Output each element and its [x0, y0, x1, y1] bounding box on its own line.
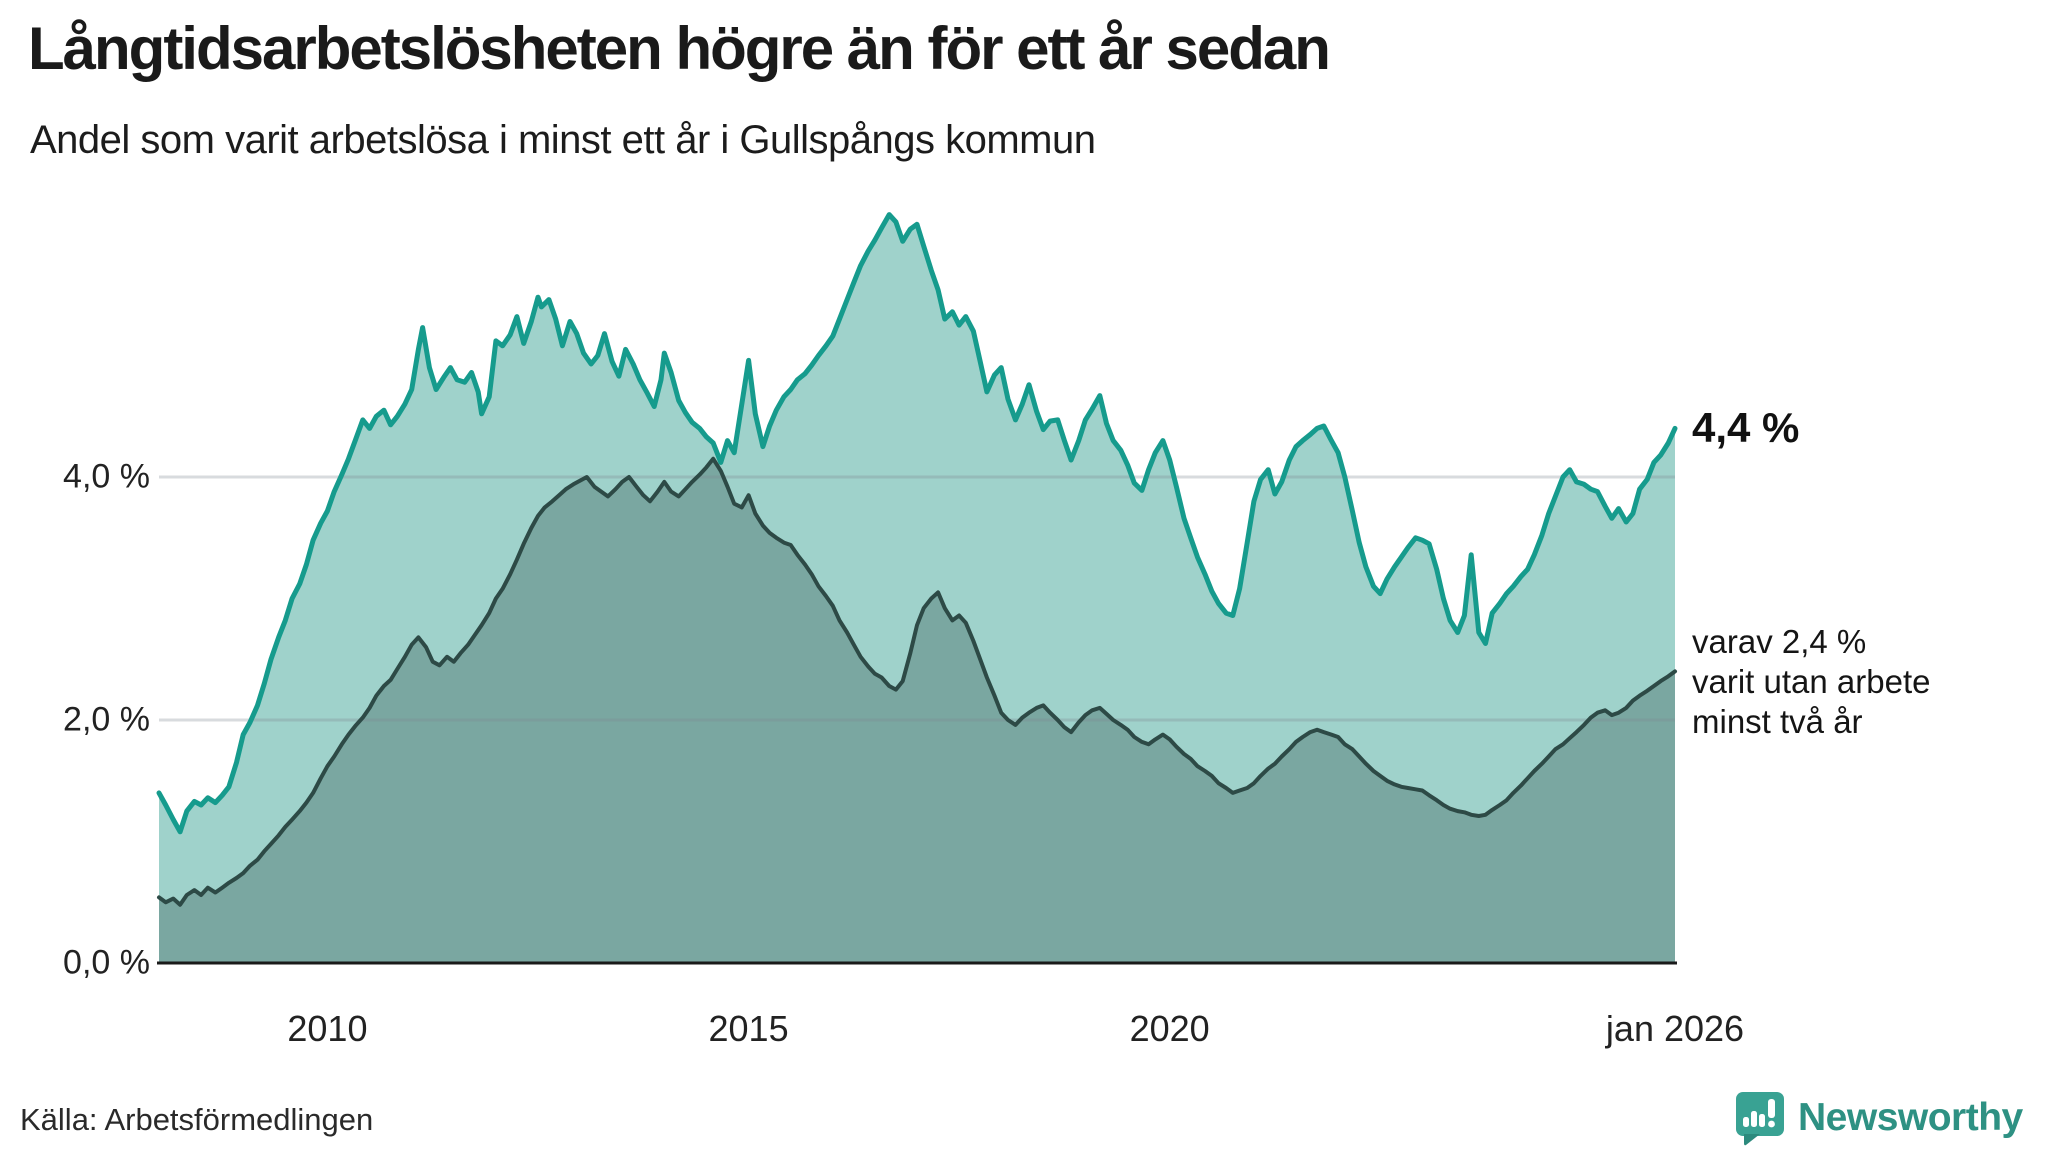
inner-series-annotation: varav 2,4 % varit utan arbete minst två …	[1692, 622, 1930, 742]
page-subtitle: Andel som varit arbetslösa i minst ett å…	[30, 118, 1096, 162]
source-note: Källa: Arbetsförmedlingen	[20, 1102, 374, 1137]
newsworthy-logo[interactable]: Newsworthy	[1734, 1090, 2023, 1146]
x-tick-label: 2015	[708, 1008, 789, 1049]
y-tick-label: 2,0 %	[63, 700, 150, 739]
inner-annotation-line-3: minst två år	[1692, 703, 1863, 740]
y-tick-label: 4,0 %	[63, 457, 150, 496]
x-tick-label: 2010	[287, 1008, 368, 1049]
x-tick-label: 2020	[1129, 1008, 1210, 1049]
inner-annotation-line-2: varit utan arbete	[1692, 663, 1931, 700]
series-line-0	[156, 212, 1678, 835]
newsworthy-wordmark: Newsworthy	[1798, 1096, 2023, 1139]
page-title: Långtidsarbetslösheten högre än för ett …	[28, 15, 1331, 82]
y-tick-label: 0,0 %	[63, 943, 150, 982]
inner-annotation-line-1: varav 2,4 %	[1692, 623, 1867, 660]
series-area-1	[159, 458, 1675, 963]
latest-value-label: 4,4 %	[1692, 404, 1800, 451]
x-tick-label: jan 2026	[1605, 1008, 1745, 1049]
series-line-1	[157, 456, 1677, 907]
newsworthy-icon	[1736, 1092, 1784, 1146]
